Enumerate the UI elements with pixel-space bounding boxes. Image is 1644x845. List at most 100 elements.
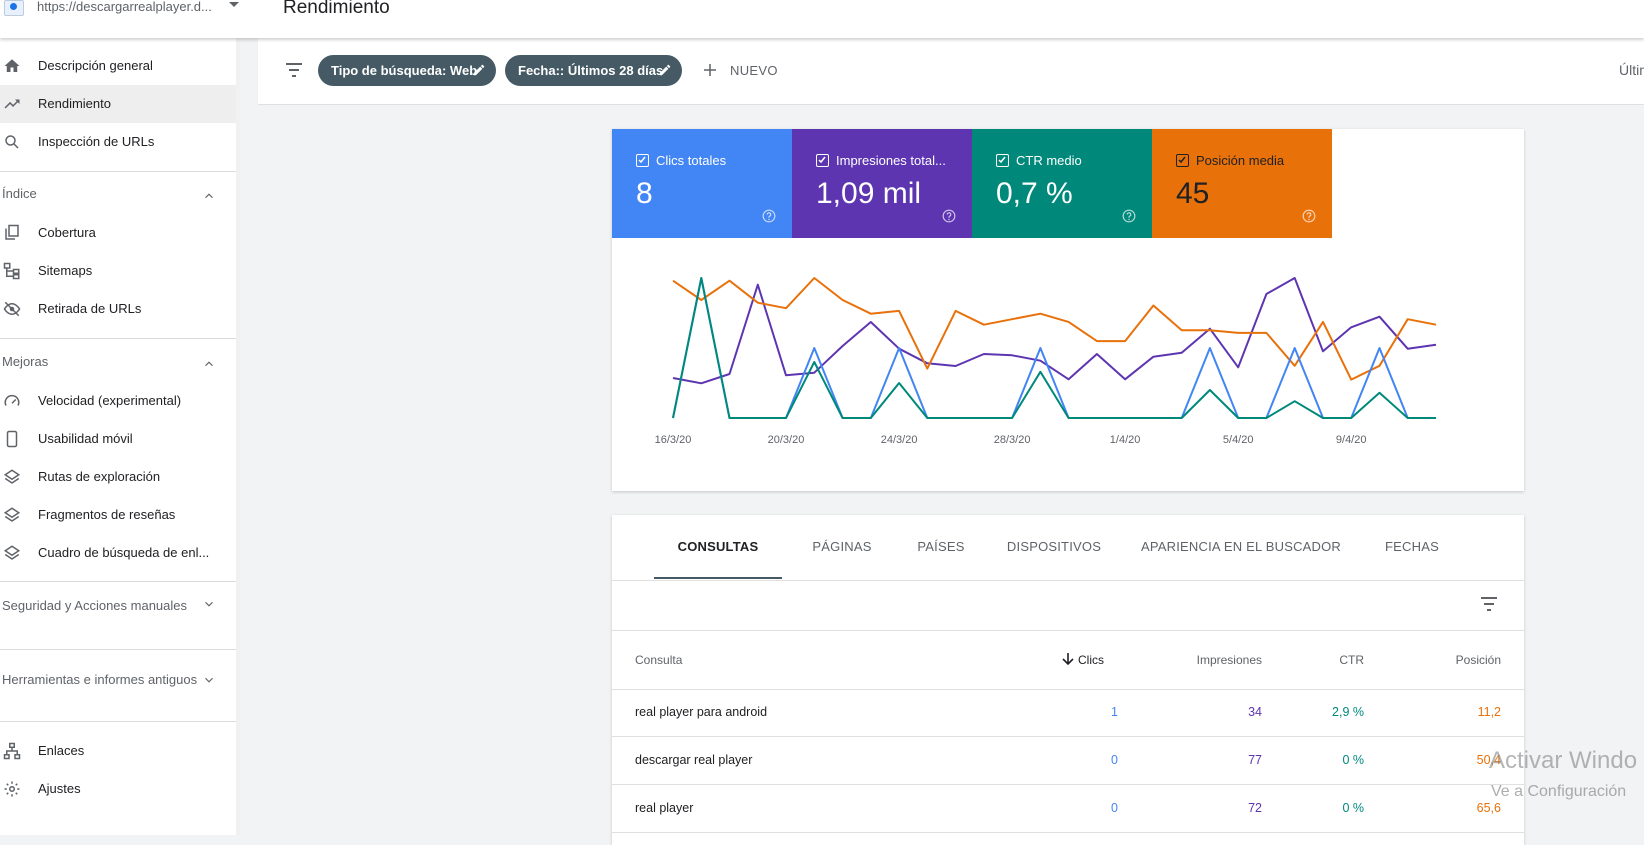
column-header-position[interactable]: Posición (1455, 653, 1501, 667)
tab-dates[interactable]: FECHAS (1385, 539, 1439, 554)
tab-devices[interactable]: DISPOSITIVOS (1006, 539, 1102, 554)
sidebar-item-url-inspection[interactable]: Inspección de URLs (0, 123, 236, 161)
section-header-index[interactable]: Índice (2, 184, 217, 204)
sidebar-item-label: Enlaces (38, 743, 85, 758)
x-tick-label: 16/3/20 (655, 434, 692, 446)
metric-total-clicks[interactable]: Clics totales 8 (612, 129, 792, 238)
help-icon[interactable] (762, 209, 776, 223)
table-row[interactable]: descargar real player 0 77 0 % 50,4 (612, 737, 1524, 785)
add-icon (704, 64, 716, 76)
sidebar-item-settings[interactable]: Ajustes (0, 770, 236, 808)
section-title: Seguridad y Acciones manuales (2, 598, 188, 613)
section-header-enhancements[interactable]: Mejoras (2, 352, 217, 372)
clicks-cell: 0 (1111, 753, 1118, 767)
clicks-cell: 0 (1111, 801, 1118, 815)
series-line-clics[interactable] (672, 277, 1436, 419)
help-icon[interactable] (1122, 209, 1136, 223)
help-icon[interactable] (942, 209, 956, 223)
tab-countries[interactable]: PAÍSES (917, 539, 965, 554)
query-cell: descargar real player (635, 753, 753, 767)
sidebar-item-url-removal[interactable]: Retirada de URLs (0, 290, 236, 328)
sidebar-scrollbar[interactable] (236, 38, 240, 835)
section-title: Índice (2, 186, 37, 201)
filter-list-icon[interactable] (284, 62, 304, 78)
checkbox-checked-icon[interactable] (636, 154, 649, 167)
search-icon (5, 135, 19, 149)
sidebar-item-links[interactable]: Enlaces (0, 732, 236, 770)
edit-icon[interactable] (472, 63, 486, 77)
sidebar-item-mobile-usability[interactable]: Usabilidad móvil (0, 420, 236, 458)
last-update-text: Últim (1619, 62, 1644, 78)
metric-average-position[interactable]: Posición media 45 (1152, 129, 1332, 238)
metric-label: CTR medio (1016, 153, 1082, 168)
ctr-cell: 0 % (1342, 753, 1364, 767)
chevron-up-icon[interactable] (202, 357, 216, 371)
clicks-cell: 1 (1111, 705, 1118, 719)
sidebar-item-sitemaps[interactable]: Sitemaps (0, 252, 236, 290)
metric-value: 45 (1176, 177, 1210, 210)
series-line-ctr[interactable] (672, 277, 1436, 419)
active-tab-indicator (654, 577, 782, 579)
sidebar-item-performance[interactable]: Rendimiento (0, 85, 236, 123)
checkbox-checked-icon[interactable] (996, 154, 1009, 167)
table-row[interactable]: real player para android 1 34 2,9 % 11,2 (612, 689, 1524, 737)
sidebar-item-label: Descripción general (38, 58, 153, 73)
section-header-security[interactable]: Seguridad y Acciones manuales (2, 596, 217, 616)
phone-icon (6, 430, 18, 448)
chevron-up-icon[interactable] (202, 189, 216, 203)
performance-line-chart[interactable]: 16/3/20 20/3/20 24/3/20 28/3/20 1/4/20 5/4/20… (612, 238, 1524, 491)
series-line-impresiones[interactable] (672, 277, 1437, 385)
table-header: Consulta Clics Impresiones CTR Posición (612, 630, 1524, 690)
new-filter-label: NUEVO (730, 63, 778, 78)
sidebar-item-coverage[interactable]: Cobertura (0, 214, 236, 252)
column-header-impressions[interactable]: Impresiones (1196, 653, 1262, 667)
property-url: https://descargarrealplayer.d... (37, 0, 212, 14)
column-header-ctr[interactable]: CTR (1339, 653, 1364, 667)
divider (0, 649, 236, 650)
edit-icon[interactable] (658, 63, 672, 77)
search-type-chip[interactable]: Tipo de búsqueda: Web (318, 55, 496, 86)
settings-icon (4, 781, 20, 797)
sidebar-item-overview[interactable]: Descripción general (0, 47, 236, 85)
metric-total-impressions[interactable]: Impresiones total... 1,09 mil (792, 129, 972, 238)
table-row[interactable]: real player 0 72 0 % 65,6 (612, 785, 1524, 833)
filter-bar: Tipo de búsqueda: Web Fecha:: Últimos 28… (258, 38, 1644, 105)
speed-icon (4, 394, 20, 406)
metric-label: Posición media (1196, 153, 1285, 168)
checkbox-checked-icon[interactable] (1176, 154, 1189, 167)
section-title: Herramientas e informes antiguos (2, 672, 198, 687)
checkbox-checked-icon[interactable] (816, 154, 829, 167)
section-title: Mejoras (2, 354, 49, 369)
filter-list-icon[interactable] (1479, 595, 1499, 613)
section-header-legacy-tools[interactable]: Herramientas e informes antiguos (2, 670, 217, 690)
x-tick-label: 1/4/20 (1110, 434, 1141, 446)
chevron-down-icon[interactable] (202, 673, 216, 687)
ctr-cell: 0 % (1342, 801, 1364, 815)
sidebar-item-label: Inspección de URLs (38, 134, 155, 149)
impressions-cell: 72 (1248, 801, 1262, 815)
position-cell: 65,6 (1476, 801, 1501, 815)
metric-label: Clics totales (656, 153, 727, 168)
arrow-downward-icon[interactable] (1062, 652, 1074, 666)
tab-pages[interactable]: PÁGINAS (812, 539, 872, 554)
sidebar-item-review-snippets[interactable]: Fragmentos de reseñas (0, 496, 236, 534)
property-selector[interactable]: https://descargarrealplayer.d... (0, 0, 258, 38)
date-range-chip[interactable]: Fecha:: Últimos 28 días (505, 55, 682, 86)
layers-icon (3, 545, 21, 560)
sidebar-item-breadcrumbs[interactable]: Rutas de exploración (0, 458, 236, 496)
metric-average-ctr[interactable]: CTR medio 0,7 % (972, 129, 1152, 238)
series-line-posición[interactable] (672, 277, 1437, 381)
visibility-off-icon (3, 301, 21, 317)
sidebar-item-speed[interactable]: Velocidad (experimental) (0, 382, 236, 420)
sidebar-item-label: Fragmentos de reseñas (38, 507, 176, 522)
column-header-clicks[interactable]: Clics (1078, 653, 1104, 667)
sidebar-item-sitelinks-searchbox[interactable]: Cuadro de búsqueda de enl... (0, 534, 236, 572)
help-icon[interactable] (1302, 209, 1316, 223)
dimension-tabs: CONSULTAS PÁGINAS PAÍSES DISPOSITIVOS AP… (612, 515, 1524, 581)
impressions-cell: 77 (1248, 753, 1262, 767)
chevron-down-icon[interactable] (202, 597, 216, 611)
sidebar-item-label: Cobertura (38, 225, 96, 240)
tab-search-appearance[interactable]: APARIENCIA EN EL BUSCADOR (1140, 539, 1342, 554)
column-header-query[interactable]: Consulta (635, 653, 683, 667)
tab-queries[interactable]: CONSULTAS (677, 539, 759, 554)
